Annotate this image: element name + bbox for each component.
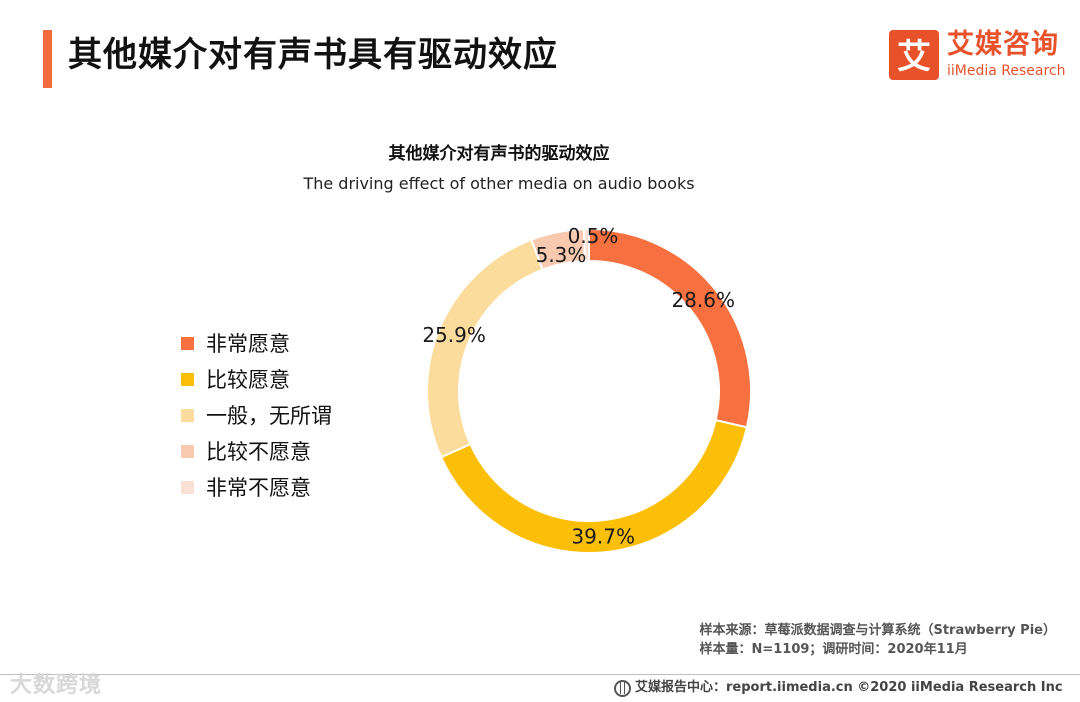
donut-slice-3 [426,238,544,459]
donut-data-label-2: 39.7% [571,524,635,548]
legend-label: 比较不愿意 [206,440,311,464]
legend-label: 非常愿意 [206,332,290,356]
legend-item: 一般，无所谓 [181,397,332,433]
logo-name-en: iiMedia Research [947,63,1066,79]
legend-swatch [181,408,194,422]
title-accent-bar [43,30,52,88]
donut-data-label-4: 5.3% [536,243,587,267]
legend-swatch [181,444,194,458]
legend-label: 非常不愿意 [206,476,311,500]
legend-swatch [181,372,194,386]
iimedia-logo-icon: 艾 [889,30,939,80]
logo-name-cn: 艾媒咨询 [947,29,1059,60]
donut-data-label-1: 28.6% [671,288,735,312]
donut-data-label-3: 25.9% [422,323,486,347]
legend-label: 一般，无所谓 [206,404,332,428]
legend-swatch [181,480,194,494]
chart-title: 其他媒介对有声书的驱动效应 [388,144,610,164]
footer-divider [0,674,1080,675]
footer: 艾媒报告中心：report.iimedia.cn ©2020 iiMedia R… [614,679,1063,697]
legend-label: 比较愿意 [206,368,290,392]
source-line-2: 样本量：N=1109；调研时间：2020年11月 [699,642,968,657]
legend-swatch [181,336,194,350]
legend-item: 非常不愿意 [181,469,332,505]
logo-glyph: 艾 [897,37,931,77]
donut-slice-5 [582,227,590,263]
chart-legend: 非常愿意比较愿意一般，无所谓 比较不愿意非常不愿意 [181,325,332,505]
watermark: 大数跨境 [10,673,103,698]
source-line-1: 样本来源：草莓派数据调查与计算系统（Strawberry Pie） [699,623,1056,638]
legend-item: 比较愿意 [181,361,332,397]
legend-item: 比较不愿意 [181,433,332,469]
source-note: 样本来源：草莓派数据调查与计算系统（Strawberry Pie） 样本量：N=… [699,621,1056,659]
brand-logo: 艾 艾媒咨询 iiMedia Research [889,29,1066,82]
donut-data-label-5: 0.5% [568,224,619,248]
page-title: 其他媒介对有声书具有驱动效应 [68,35,558,75]
footer-text: 艾媒报告中心：report.iimedia.cn ©2020 iiMedia R… [635,680,1063,695]
chart-subtitle: The driving effect of other media on aud… [303,174,695,193]
globe-icon [614,679,631,697]
legend-item: 非常愿意 [181,325,332,361]
donut-slice-1 [588,227,752,429]
